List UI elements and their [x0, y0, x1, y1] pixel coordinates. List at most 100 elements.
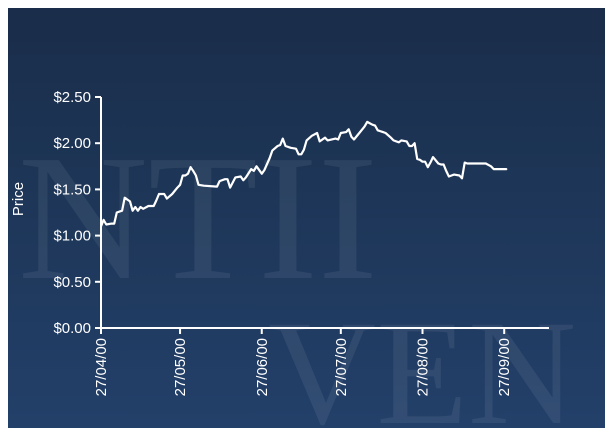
data-point — [121, 210, 123, 212]
data-point — [306, 139, 308, 141]
data-point — [400, 139, 402, 141]
background-watermark: NTII VEN — [18, 118, 576, 428]
data-point — [158, 193, 160, 195]
x-tick-label: 27/05/00 — [172, 338, 189, 396]
data-point — [377, 129, 379, 131]
data-point — [493, 168, 495, 170]
data-point — [406, 140, 408, 142]
data-point — [277, 145, 279, 147]
data-point — [139, 206, 142, 208]
data-point — [129, 200, 131, 202]
x-tick-label: 27/09/00 — [496, 338, 513, 396]
data-point — [340, 132, 342, 134]
data-point — [419, 159, 421, 161]
data-point — [110, 223, 113, 225]
data-point — [182, 174, 184, 177]
data-point — [113, 223, 115, 225]
data-point — [147, 205, 149, 207]
data-point — [103, 219, 105, 221]
data-point — [224, 178, 226, 180]
data-point — [421, 161, 424, 163]
x-tick-label: 27/04/00 — [93, 338, 110, 396]
data-point — [448, 175, 450, 178]
data-point — [195, 174, 197, 177]
x-tick-label: 27/08/00 — [415, 338, 432, 396]
data-point — [363, 126, 366, 128]
data-point — [100, 225, 102, 227]
y-tick-label: $2.50 — [53, 89, 91, 106]
data-point — [234, 176, 236, 178]
data-point — [253, 170, 255, 172]
axes — [95, 96, 549, 334]
data-point — [242, 179, 244, 181]
data-point — [348, 128, 350, 130]
data-point — [126, 199, 128, 201]
data-point — [163, 193, 165, 195]
data-point — [458, 174, 460, 177]
data-point — [350, 136, 352, 138]
data-point — [298, 153, 300, 155]
data-point — [440, 163, 442, 166]
data-point — [429, 162, 431, 164]
data-point — [269, 157, 271, 159]
data-point — [229, 187, 231, 189]
data-point — [345, 131, 347, 133]
data-point — [390, 137, 392, 139]
data-point — [137, 210, 139, 212]
data-point — [371, 124, 373, 126]
data-point — [385, 132, 387, 134]
data-point — [334, 138, 337, 140]
data-point — [279, 144, 281, 146]
data-point — [477, 162, 479, 165]
price-chart: NTII VEN $2.50$2.00$1.50$1.00$0.50$0.002… — [10, 89, 576, 428]
watermark-text-row2: VEN — [268, 290, 576, 428]
data-point — [337, 138, 339, 141]
data-point — [250, 168, 252, 170]
data-point — [124, 197, 126, 199]
data-point — [466, 162, 468, 165]
data-point — [263, 169, 265, 171]
y-axis-title: Price — [10, 182, 27, 216]
data-point — [284, 145, 287, 147]
data-point — [490, 165, 492, 167]
data-point — [358, 132, 360, 134]
y-tick-label: $1.00 — [53, 228, 91, 245]
data-point — [261, 173, 263, 175]
data-point — [300, 153, 302, 155]
data-point — [506, 168, 508, 170]
data-point — [443, 163, 445, 166]
data-point — [197, 184, 200, 186]
data-point — [398, 141, 400, 143]
data-point — [424, 161, 426, 163]
y-tick-label: $0.50 — [53, 274, 91, 291]
data-point — [190, 166, 192, 168]
data-point — [271, 150, 273, 152]
y-tick-label: $0.00 — [53, 320, 91, 337]
data-point — [219, 180, 221, 182]
data-point — [324, 137, 326, 139]
data-point — [105, 223, 107, 226]
data-point — [485, 162, 487, 165]
watermark-text-row1: NTII — [18, 118, 378, 317]
data-point — [461, 177, 463, 179]
data-point — [171, 193, 173, 195]
data-point — [464, 162, 466, 164]
data-point — [282, 138, 284, 140]
y-tick-label: $1.50 — [53, 181, 91, 198]
data-point — [432, 156, 434, 158]
data-point — [316, 132, 318, 134]
data-point — [176, 187, 178, 189]
data-point — [437, 162, 439, 165]
chart-panel: NTII VEN $2.50 $2.00 $1.50 $1.00 $0.50 $0.00 2… — [8, 8, 605, 428]
data-point — [408, 145, 410, 147]
data-point — [203, 185, 205, 187]
data-point — [311, 135, 313, 137]
data-point — [450, 174, 453, 177]
data-point — [134, 206, 136, 208]
data-point — [187, 173, 189, 175]
data-point — [392, 139, 395, 141]
data-point — [382, 131, 384, 133]
data-point — [226, 178, 229, 180]
data-point — [192, 170, 194, 172]
